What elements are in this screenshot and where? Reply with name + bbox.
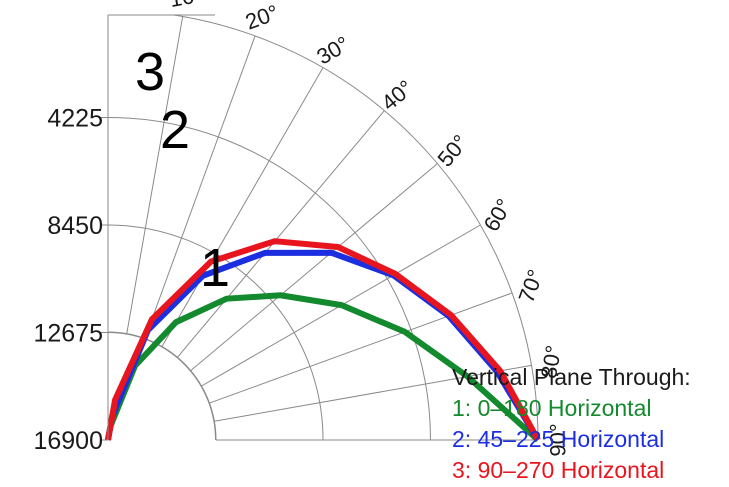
radial-tick-label: 16900 xyxy=(33,427,103,455)
radial-tick-label: 8450 xyxy=(47,212,103,240)
grid-spoke-50 xyxy=(190,163,438,371)
grid-spoke-80 xyxy=(214,364,532,422)
grid-spoke-10 xyxy=(126,16,184,334)
series-marker-2: 2 xyxy=(160,100,190,160)
angle-tick-label: 60° xyxy=(479,194,517,235)
grid-arc-outer xyxy=(169,15,539,441)
angle-tick-label: 30° xyxy=(312,31,353,69)
grid-arc xyxy=(108,224,324,441)
angle-tick-label: 90° xyxy=(546,423,571,456)
angle-tick-label: 0° xyxy=(97,0,118,3)
series-line-3 xyxy=(105,238,541,442)
grid-arc xyxy=(108,331,217,441)
polar-grid xyxy=(108,15,539,441)
angle-tick-label: 70° xyxy=(513,266,548,306)
legend-item-3: 3: 90–270 Horizontal xyxy=(452,457,664,483)
grid-spoke-70 xyxy=(209,292,513,404)
grid-spoke-40 xyxy=(177,110,385,358)
intensity-curves: 1 23 xyxy=(105,42,541,443)
radial-tick-label: 4225 xyxy=(47,105,103,133)
grid-spoke-20 xyxy=(144,35,256,339)
grid-spoke-30 xyxy=(161,67,324,347)
angle-tick-label: 80° xyxy=(536,343,566,380)
angle-tick-label: 10° xyxy=(168,0,205,12)
legend-item-2: 2: 45–225 Horizontal xyxy=(452,426,664,452)
legend: Vertical Plane Through: 1: 0–180 Horizon… xyxy=(452,364,691,483)
grid-arc xyxy=(108,117,431,441)
legend-item-1: 1: 0–180 Horizontal xyxy=(452,395,651,421)
series-marker-3: 3 xyxy=(135,42,165,102)
series-marker-1: 1 xyxy=(200,238,230,298)
radial-tick-label: 12675 xyxy=(33,320,103,348)
angle-tick-label: 20° xyxy=(242,0,282,35)
legend-title: Vertical Plane Through: xyxy=(452,364,691,390)
